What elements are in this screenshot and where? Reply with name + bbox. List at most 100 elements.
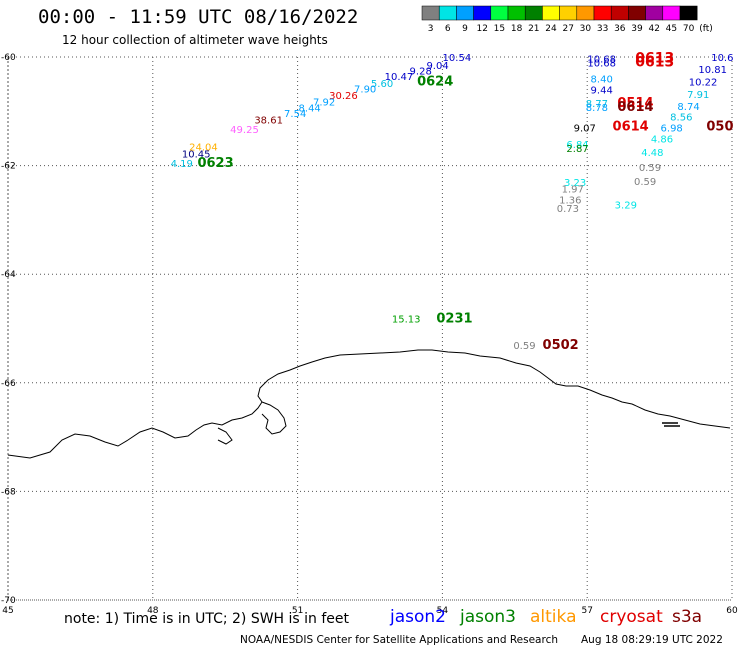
lat-label: -62 [1, 162, 16, 172]
graticule [7, 56, 733, 601]
colorbar-level: 24 [545, 24, 557, 34]
wave-height-value: 7.92 [313, 98, 335, 109]
colorbar-level: 33 [597, 24, 608, 34]
colorbar-level: 3 [428, 24, 434, 34]
wave-height-value: 4.48 [641, 148, 663, 159]
wave-height-value: 8.56 [670, 113, 692, 124]
wave-height-value: 8.44 [299, 103, 321, 114]
legend-s3a: s3a [672, 607, 703, 627]
wave-height-value: 9.28 [410, 67, 432, 78]
wave-height-value: 0.59 [639, 163, 661, 174]
colorbar-swatch [542, 5, 560, 21]
colorbar-swatch [490, 5, 509, 21]
wave-height-value: 10.6 [711, 53, 733, 64]
colorbar-level: 15 [494, 24, 505, 34]
wave-height-value: 30.26 [329, 91, 358, 102]
colorbar-level: 12 [476, 24, 487, 34]
lat-label: -70 [1, 596, 16, 606]
colorbar-swatch [421, 5, 440, 21]
coastline-bay-2 [217, 427, 233, 445]
wave-height-value: 2.87 [566, 144, 588, 155]
wave-height-value: 8.77 [586, 99, 608, 110]
lon-label: 45 [2, 606, 13, 616]
wave-height-value: 8.74 [677, 102, 699, 113]
wave-height-value: 10.22 [689, 77, 718, 88]
lat-label: -66 [1, 379, 16, 389]
legend-cryosat: cryosat [600, 607, 663, 627]
wave-height-value: 8.40 [591, 75, 613, 86]
legend-jason3: jason3 [460, 607, 516, 627]
pass-time-label: 050 [706, 120, 733, 135]
colorbar-level: 39 [631, 24, 643, 34]
wave-height-value: 24.04 [189, 143, 218, 154]
lon-label: 54 [437, 606, 449, 616]
colorbar-level: 21 [528, 24, 539, 34]
pass-time-label: 0614 [617, 100, 653, 115]
wave-height-value: 5.60 [371, 79, 393, 90]
pass-time-label: 0624 [417, 74, 453, 89]
coastline [7, 349, 731, 459]
colorbar-swatch [610, 5, 629, 21]
colorbar-swatch [662, 5, 681, 21]
lat-label: -68 [1, 487, 16, 497]
wave-height-value: 10.68 [587, 55, 616, 66]
coastline-bay [261, 401, 287, 435]
wave-height-value: 9.07 [574, 124, 596, 135]
legend-jason2: jason2 [390, 607, 446, 627]
wave-height-value: 3.29 [615, 201, 637, 212]
lat-label: -60 [1, 53, 16, 63]
colorbar-swatch [456, 5, 474, 21]
colorbar-swatch [576, 5, 595, 21]
wave-height-value: 10.81 [698, 65, 727, 76]
lat-label: -64 [1, 270, 16, 280]
colorbar-level: 27 [562, 24, 573, 34]
lon-label: 48 [147, 606, 159, 616]
wave-height-value: 4.86 [651, 134, 673, 145]
wave-height-value: 6.84 [566, 140, 588, 151]
colorbar-swatch [679, 5, 698, 21]
wave-height-value: 15.13 [392, 315, 421, 326]
pass-time-label: 0502 [543, 338, 579, 353]
map-frame [7, 56, 733, 601]
wave-height-value: 10.47 [385, 72, 414, 83]
pass-time-label: 0613 [635, 51, 674, 67]
wave-height-value: 49.25 [230, 125, 259, 136]
wave-height-value: 10.54 [443, 53, 472, 64]
colorbar-level: 45 [666, 24, 677, 34]
page-title: 00:00 - 11:59 UTC 08/16/2022 [38, 6, 359, 28]
colorbar-level: 18 [511, 24, 523, 34]
page-subtitle: 12 hour collection of altimeter wave hei… [62, 33, 328, 47]
footer-note: note: 1) Time is in UTC; 2) SWH is in fe… [64, 611, 350, 627]
wave-height-value: 4.19 [171, 159, 193, 170]
pass-time-label: 0231 [436, 312, 472, 327]
wave-height-value: 8.78 [586, 103, 608, 114]
wave-height-value: 9.44 [591, 86, 613, 97]
colorbar-unit: (ft) [699, 24, 713, 34]
wave-height-value: 7.54 [284, 109, 306, 120]
wave-height-value: 0.73 [557, 204, 579, 215]
footer-timestamp: Aug 18 08:29:19 UTC 2022 [581, 634, 723, 646]
colorbar-swatch [507, 5, 526, 21]
wave-height-value: 0.59 [634, 177, 656, 188]
colorbar-swatch [524, 5, 543, 21]
wave-height-value: 0.59 [513, 341, 535, 352]
wave-height-value: 1.36 [559, 195, 581, 206]
pass-time-label: 0623 [197, 156, 233, 171]
wave-height-value: 3.23 [564, 178, 586, 189]
colorbar-swatch [628, 5, 646, 21]
pass-time-label: 0614 [613, 120, 649, 135]
lon-label: 51 [292, 606, 303, 616]
colorbar-level: 70 [683, 24, 695, 34]
colorbar-level: 36 [614, 24, 626, 34]
lon-label: 57 [581, 606, 592, 616]
footer-credit: NOAA/NESDIS Center for Satellite Applica… [240, 634, 558, 646]
wave-height-value: 10.68 [587, 58, 616, 69]
colorbar: 3 6 9 12 15 18 21 24 27 30 33 36 39 42 45 70 (ft) [421, 5, 713, 34]
legend-altika: altika [530, 607, 577, 627]
pass-time-label: 0613 [635, 54, 674, 70]
colorbar-swatch [473, 5, 492, 21]
